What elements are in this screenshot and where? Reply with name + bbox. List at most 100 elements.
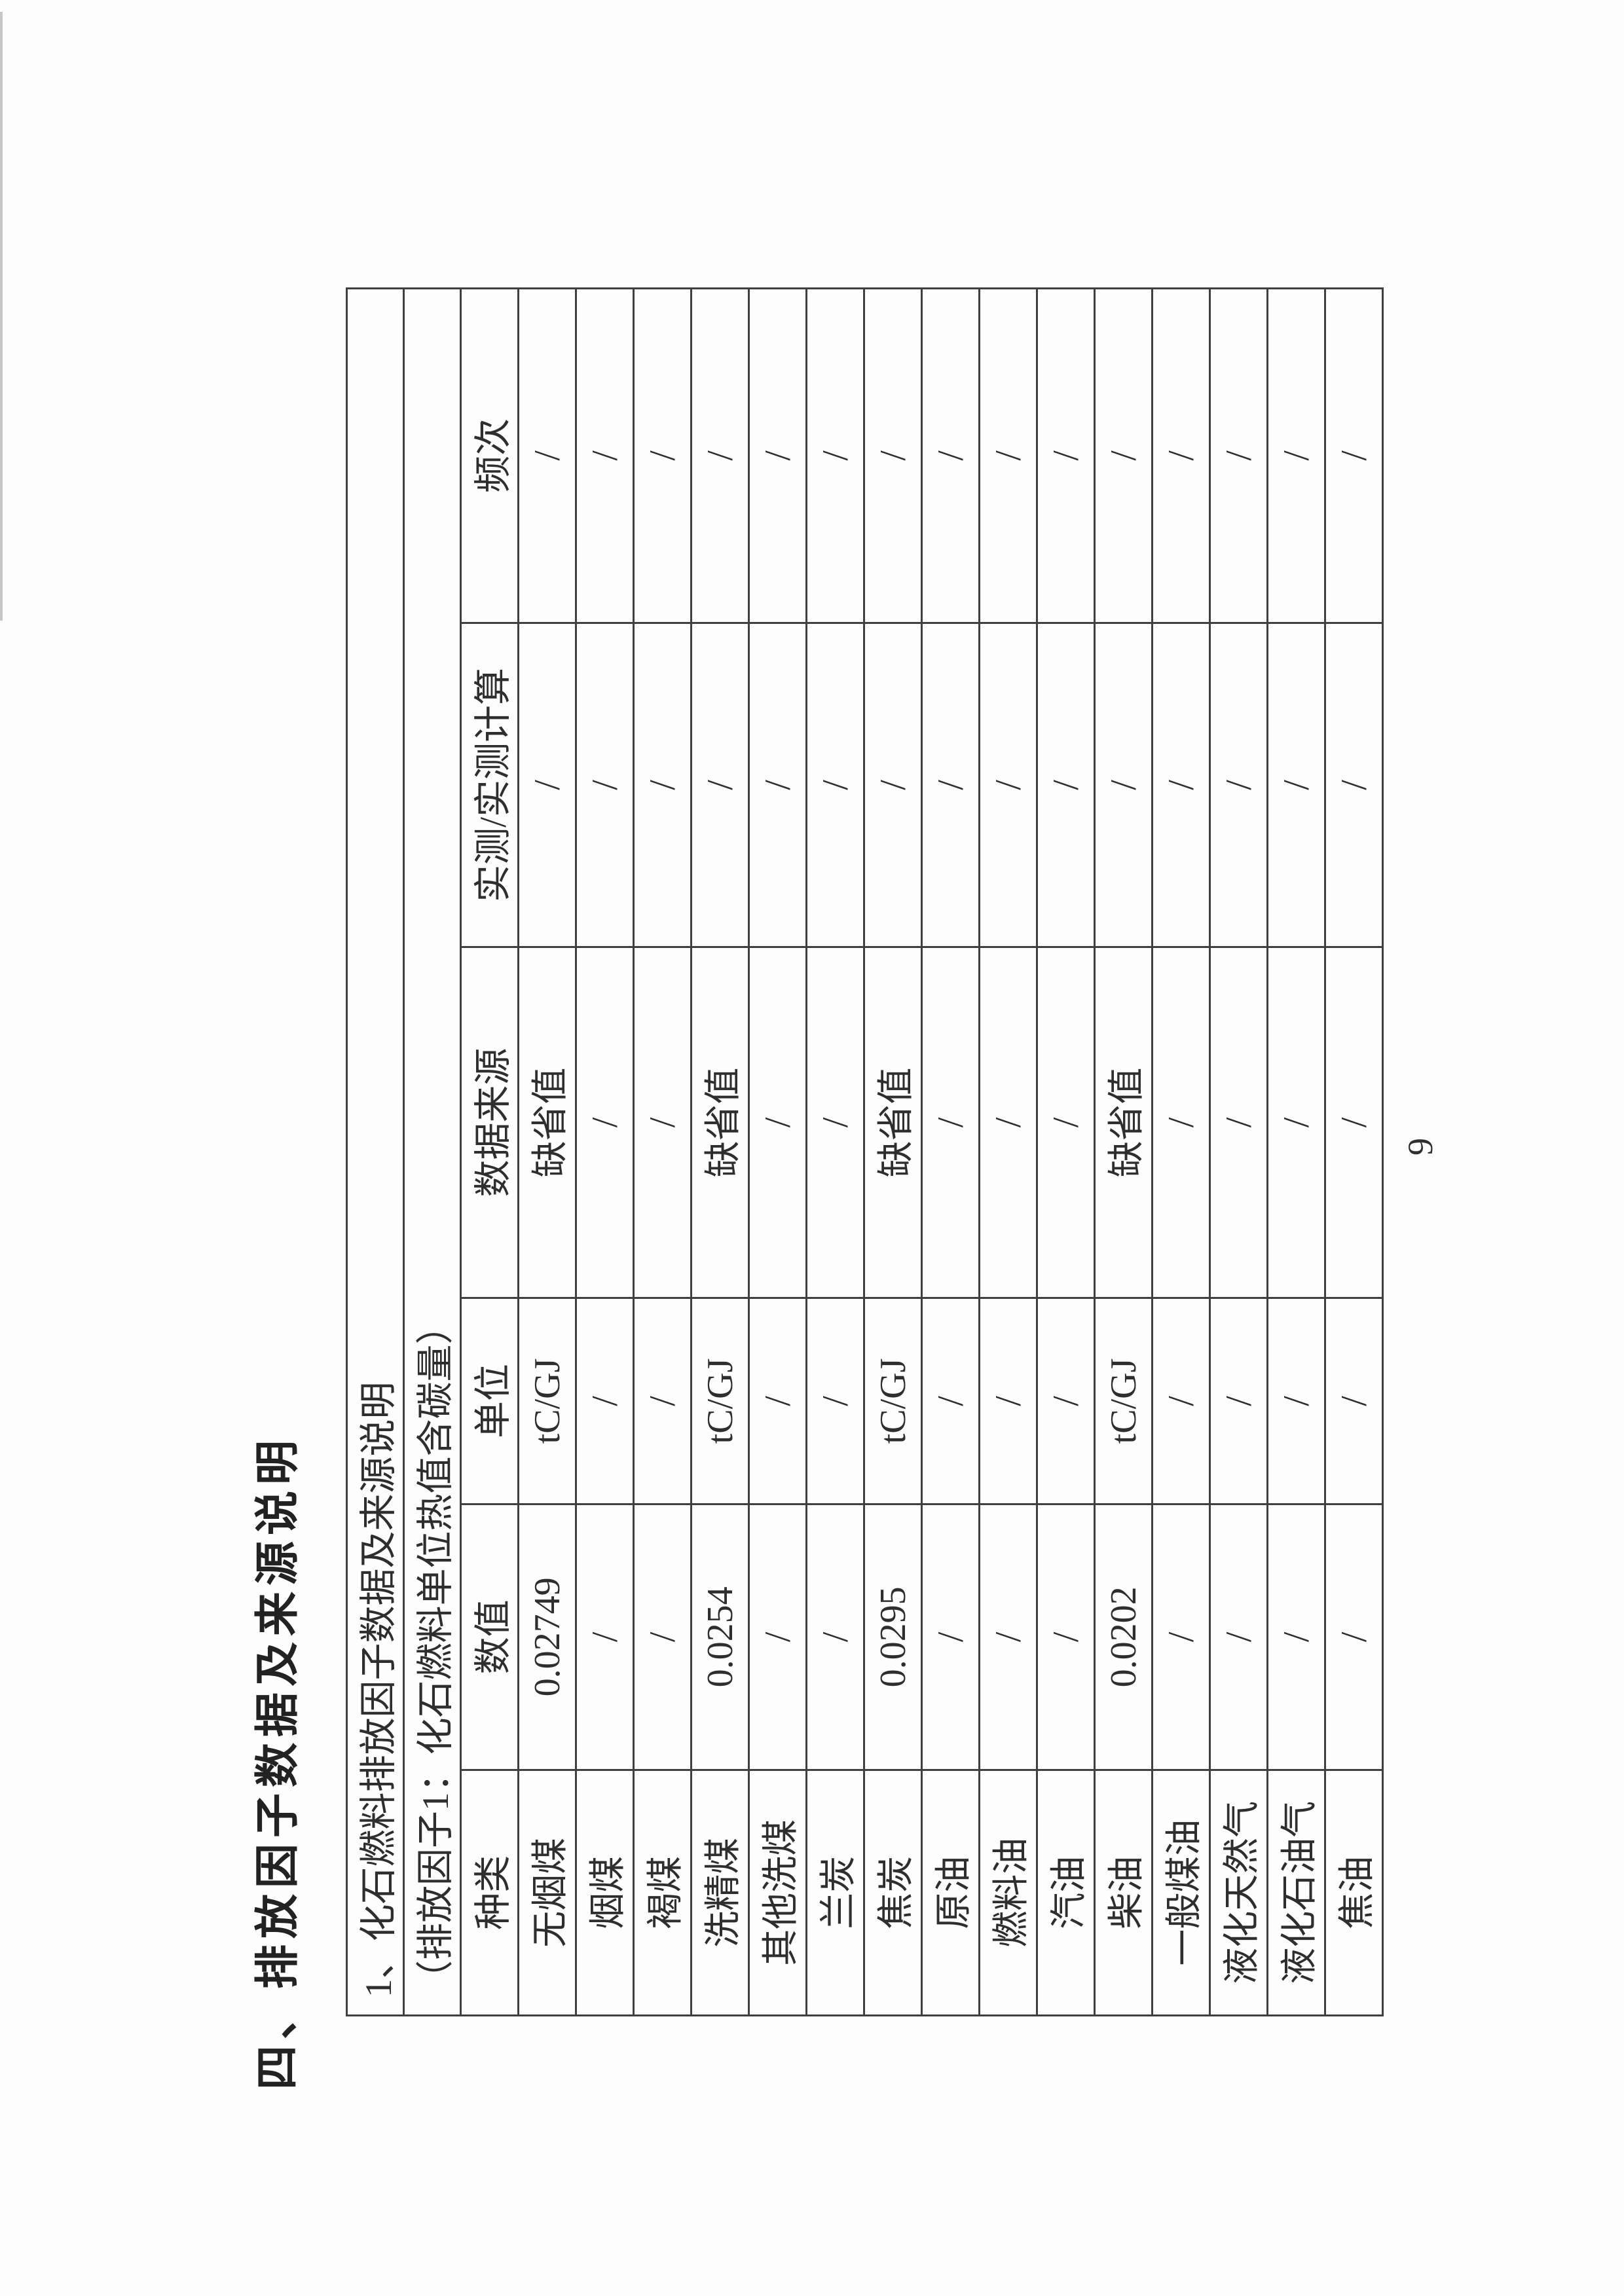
table-row: 焦油 / / / / / [1325, 288, 1383, 2016]
cell-measured: / [806, 623, 864, 947]
cell-unit: / [806, 1298, 864, 1504]
cell-source: / [1037, 947, 1095, 1298]
table-row: 液化石油气 / / / / / [1267, 288, 1325, 2016]
table-row: 洗精煤 0.0254 tC/GJ 缺省值 / / [691, 288, 749, 2016]
cell-value: / [1037, 1504, 1095, 1770]
table-row: 兰炭 / / / / / [806, 288, 864, 2016]
cell-frequency: / [1325, 288, 1383, 623]
cell-unit: / [1152, 1298, 1210, 1504]
cell-measured: / [921, 623, 980, 947]
cell-type: 柴油 [1094, 1770, 1153, 2016]
cell-type: 无烟煤 [518, 1770, 576, 2016]
cell-source: 缺省值 [691, 947, 749, 1298]
cell-value: / [921, 1504, 980, 1770]
cell-type: 燃料油 [979, 1770, 1037, 2016]
cell-unit: / [1209, 1298, 1268, 1504]
table-row: 柴油 0.0202 tC/GJ 缺省值 / / [1094, 288, 1153, 2016]
cell-frequency: / [921, 288, 980, 623]
table-row: 燃料油 / / / / / [979, 288, 1037, 2016]
column-header: 数值 [460, 1504, 519, 1770]
cell-frequency: / [1267, 288, 1325, 623]
cell-frequency: / [1094, 288, 1153, 623]
cell-measured: / [691, 623, 749, 947]
cell-value: / [1267, 1504, 1325, 1770]
cell-type: 焦炭 [864, 1770, 922, 2016]
table-row: 原油 / / / / / [921, 288, 980, 2016]
cell-measured: / [1094, 623, 1153, 947]
cell-value: / [633, 1504, 692, 1770]
cell-measured: / [748, 623, 807, 947]
cell-type: 一般煤油 [1152, 1770, 1210, 2016]
cell-unit: / [921, 1298, 980, 1504]
cell-source: / [921, 947, 980, 1298]
cell-unit: / [633, 1298, 692, 1504]
cell-type: 兰炭 [806, 1770, 864, 2016]
cell-unit: tC/GJ [1094, 1298, 1153, 1504]
table-header-row: 种类 数值 单位 数据来源 实测/实测计算 频次 [460, 288, 519, 2016]
cell-measured: / [1037, 623, 1095, 947]
cell-frequency: / [691, 288, 749, 623]
table-row: 汽油 / / / / / [1037, 288, 1095, 2016]
cell-value: / [1209, 1504, 1268, 1770]
cell-unit: tC/GJ [691, 1298, 749, 1504]
cell-type: 汽油 [1037, 1770, 1095, 2016]
table-row: 褐煤 / / / / / [633, 288, 692, 2016]
table-section-title: 1、化石燃料排放因子数据及来源说明 [346, 288, 404, 2016]
cell-type: 褐煤 [633, 1770, 692, 2016]
cell-type: 液化石油气 [1267, 1770, 1325, 2016]
column-header: 实测/实测计算 [460, 623, 519, 947]
cell-unit: tC/GJ [864, 1298, 922, 1504]
cell-measured: / [1267, 623, 1325, 947]
table-row: 焦炭 0.0295 tC/GJ 缺省值 / / [864, 288, 922, 2016]
document-title: 四、排放因子数据及来源说明 [253, 1434, 303, 2090]
cell-source: / [1267, 947, 1325, 1298]
cell-value: / [1152, 1504, 1210, 1770]
table-caption-row: （排放因子1：化石燃料单位热值含碳量） [403, 288, 461, 2016]
cell-frequency: / [806, 288, 864, 623]
cell-type: 烟煤 [576, 1770, 634, 2016]
cell-measured: / [1209, 623, 1268, 947]
cell-unit: / [1267, 1298, 1325, 1504]
cell-measured: / [518, 623, 576, 947]
table-row: 液化天然气 / / / / / [1209, 288, 1268, 2016]
cell-source: / [633, 947, 692, 1298]
column-header: 种类 [460, 1770, 519, 2016]
cell-value: 0.0295 [864, 1504, 922, 1770]
cell-unit: / [576, 1298, 634, 1504]
scan-edge-artifact [0, 12, 3, 621]
cell-frequency: / [1037, 288, 1095, 623]
cell-unit: tC/GJ [518, 1298, 576, 1504]
cell-measured: / [576, 623, 634, 947]
cell-unit: / [1037, 1298, 1095, 1504]
cell-type: 其他洗煤 [748, 1770, 807, 2016]
cell-frequency: / [576, 288, 634, 623]
cell-frequency: / [1152, 288, 1210, 623]
cell-source: 缺省值 [518, 947, 576, 1298]
table-caption: （排放因子1：化石燃料单位热值含碳量） [403, 288, 461, 2016]
cell-measured: / [864, 623, 922, 947]
cell-type: 液化天然气 [1209, 1770, 1268, 2016]
cell-frequency: / [864, 288, 922, 623]
cell-frequency: / [633, 288, 692, 623]
cell-type: 原油 [921, 1770, 980, 2016]
column-header: 单位 [460, 1298, 519, 1504]
table-section-title-row: 1、化石燃料排放因子数据及来源说明 [346, 288, 404, 2016]
cell-measured: / [1152, 623, 1210, 947]
cell-measured: / [979, 623, 1037, 947]
cell-measured: / [1325, 623, 1383, 947]
cell-value: / [1325, 1504, 1383, 1770]
cell-frequency: / [1209, 288, 1268, 623]
cell-source: 缺省值 [1094, 947, 1153, 1298]
cell-source: / [1152, 947, 1210, 1298]
cell-value: 0.02749 [518, 1504, 576, 1770]
cell-frequency: / [979, 288, 1037, 623]
cell-source: / [1209, 947, 1268, 1298]
cell-source: 缺省值 [864, 947, 922, 1298]
cell-source: / [806, 947, 864, 1298]
cell-value: 0.0202 [1094, 1504, 1153, 1770]
emission-factor-table: 1、化石燃料排放因子数据及来源说明 （排放因子1：化石燃料单位热值含碳量） 种类… [346, 287, 1384, 2016]
cell-value: / [979, 1504, 1037, 1770]
cell-frequency: / [748, 288, 807, 623]
